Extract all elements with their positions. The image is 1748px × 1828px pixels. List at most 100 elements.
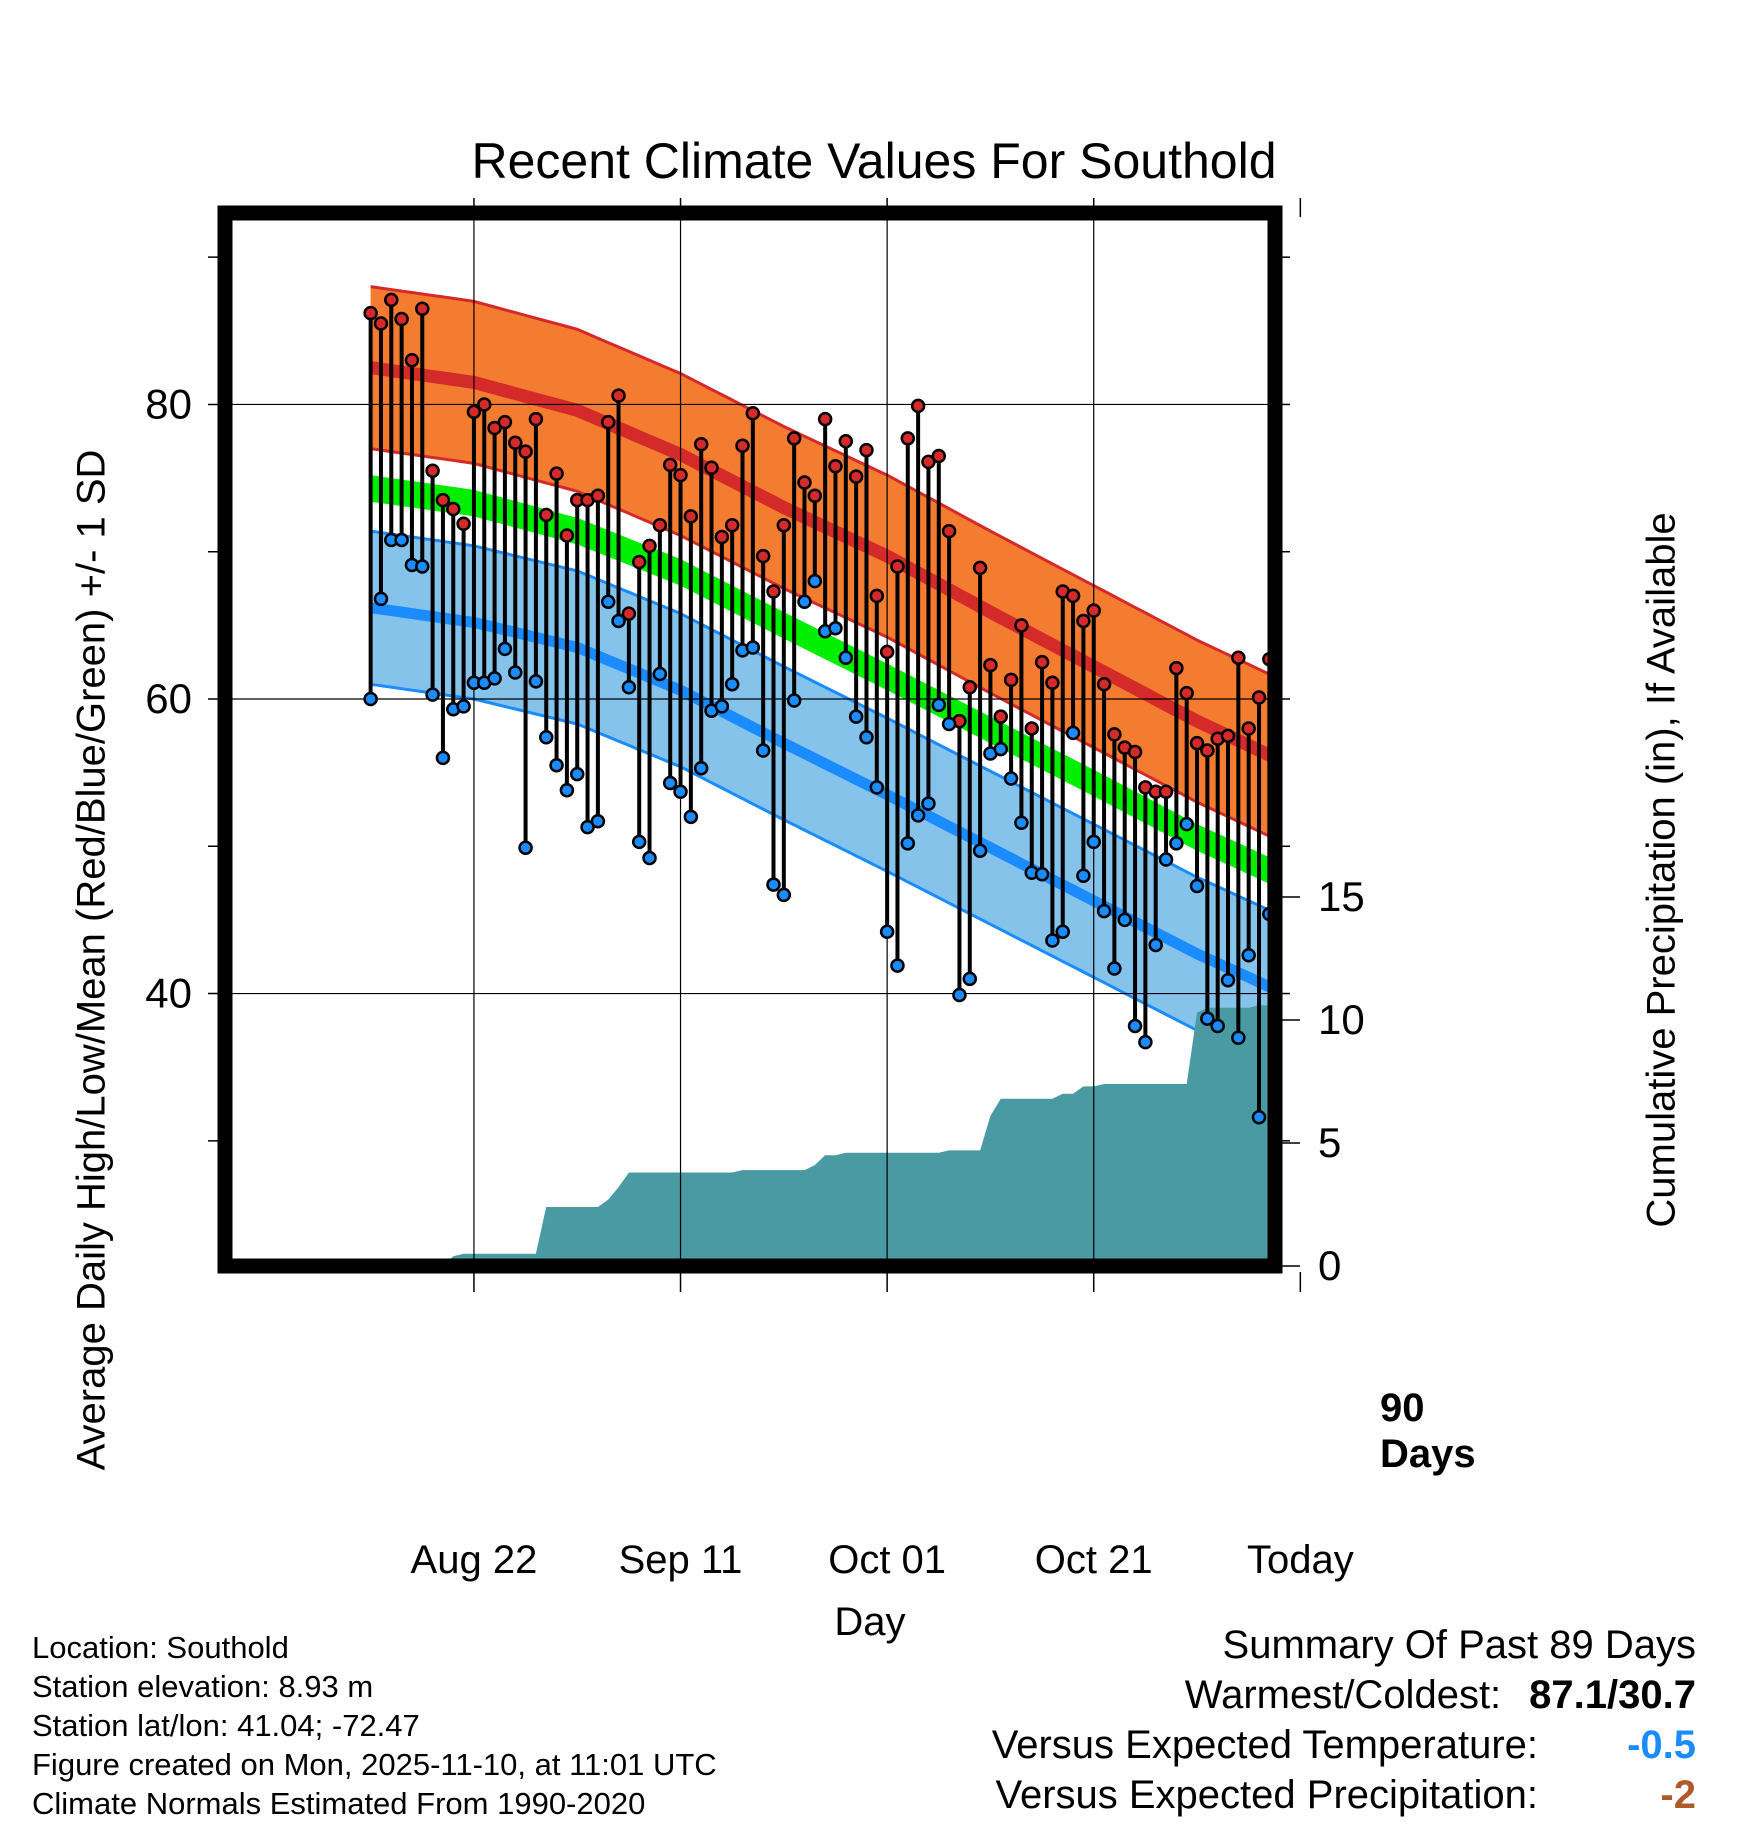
daily-low-point — [508, 665, 523, 680]
daily-low-point — [662, 775, 678, 791]
daily-high-point — [415, 301, 430, 316]
daily-high-point — [611, 388, 626, 403]
daily-high-point — [1231, 650, 1246, 666]
summary-warm-cold: Warmest/Coldest: 87.1/30.7 — [992, 1670, 1696, 1720]
daily-low-point — [1117, 912, 1132, 928]
daily-low-point — [910, 808, 926, 823]
y2-tick-label: 5 — [1318, 1119, 1341, 1166]
daily-low-point — [1107, 961, 1122, 976]
daily-low-point — [580, 819, 595, 835]
daily-high-point — [487, 420, 502, 436]
daily-low-point — [642, 850, 657, 866]
daily-low-point — [1231, 1030, 1246, 1045]
meta-latlon: Station lat/lon: 41.04; -72.47 — [32, 1708, 420, 1743]
daily-low-point — [1014, 815, 1029, 830]
daily-high-point — [941, 523, 957, 539]
summary-temp: Versus Expected Temperature: -0.5 — [992, 1720, 1696, 1770]
daily-high-point — [869, 588, 885, 604]
temp-label: Versus Expected Temperature: — [991, 1723, 1538, 1767]
daily-high-point — [910, 398, 926, 414]
warm-cold-label: Warmest/Coldest: — [1184, 1673, 1502, 1717]
daily-low-point — [879, 924, 895, 939]
daily-low-point — [952, 987, 967, 1003]
plot-area — [225, 215, 1275, 1266]
daily-high-point — [394, 311, 409, 327]
daily-high-point — [1024, 721, 1039, 736]
daily-high-point — [384, 292, 399, 308]
daily-high-point — [1158, 784, 1174, 800]
summary-panel: Summary Of Past 89 Days Warmest/Coldest:… — [992, 1620, 1696, 1820]
daily-high-point — [1169, 660, 1184, 676]
x-tick-label: Oct 01 — [828, 1538, 946, 1582]
daily-low-point — [962, 971, 978, 987]
daily-high-point — [900, 431, 916, 446]
daily-low-point — [972, 843, 988, 858]
daily-high-point — [1045, 675, 1060, 691]
daily-low-point — [1169, 836, 1184, 851]
daily-high-point — [466, 404, 482, 420]
daily-low-point — [497, 641, 513, 657]
daily-high-point — [456, 516, 471, 531]
daily-high-point — [766, 584, 781, 599]
daily-low-point — [652, 666, 668, 682]
daily-low-point — [807, 573, 823, 589]
daily-high-point — [714, 529, 730, 545]
daily-low-point — [1127, 1018, 1143, 1034]
daily-high-point — [993, 709, 1009, 724]
daily-high-point — [724, 517, 740, 533]
daily-low-point — [776, 887, 792, 903]
daily-low-point — [1003, 771, 1019, 786]
daily-high-point — [838, 434, 854, 449]
daily-high-point — [1034, 654, 1050, 670]
daily-high-point — [549, 466, 564, 481]
meta-created: Figure created on Mon, 2025-11-10, at 11… — [32, 1747, 717, 1782]
daily-high-point — [1220, 728, 1236, 744]
daily-high-point — [1189, 735, 1205, 751]
daily-low-point — [1251, 1110, 1267, 1125]
daily-high-point — [931, 448, 947, 464]
daily-high-point — [662, 457, 678, 473]
daily-high-point — [363, 305, 378, 321]
daily-low-point — [518, 840, 533, 855]
daily-high-point — [497, 414, 513, 430]
y-axis-label-right: Cumulative Precipitation (in), If Availa… — [1639, 512, 1684, 1228]
y2-tick-label: 0 — [1318, 1242, 1341, 1289]
precip-area — [442, 1005, 1275, 1266]
daily-high-point — [1096, 677, 1112, 692]
daily-low-point — [828, 621, 843, 636]
daily-low-point — [848, 709, 864, 724]
x-tick-label: Today — [1247, 1538, 1354, 1582]
daily-high-point — [972, 560, 988, 576]
daily-low-point — [487, 671, 502, 686]
daily-high-point — [425, 463, 440, 478]
daily-high-point — [631, 554, 647, 570]
daily-low-point — [1210, 1018, 1225, 1034]
daily-low-point — [1138, 1034, 1153, 1050]
daily-high-point — [590, 488, 606, 504]
summary-heading-text: Summary Of Past 89 Days — [1222, 1623, 1696, 1667]
daily-low-point — [1220, 973, 1236, 988]
daily-low-point — [363, 691, 378, 707]
daily-low-point — [415, 559, 430, 574]
daily-high-point — [1200, 743, 1215, 758]
meta-location: Location: Southold — [32, 1630, 289, 1665]
daily-high-point — [1014, 618, 1029, 633]
x-tick-label: Sep 11 — [619, 1538, 743, 1582]
daily-low-point — [425, 687, 440, 702]
y-tick-label: 60 — [145, 675, 192, 722]
daily-low-point — [1241, 948, 1256, 963]
daily-low-point — [724, 677, 740, 692]
daily-high-point — [817, 411, 833, 427]
daily-high-point — [435, 492, 451, 508]
daily-low-point — [611, 613, 626, 629]
daily-low-point — [1086, 834, 1101, 850]
summary-heading: Summary Of Past 89 Days — [992, 1620, 1696, 1670]
y2-tick-label: 10 — [1318, 996, 1365, 1043]
daily-high-point — [652, 517, 668, 533]
daily-low-point — [786, 693, 802, 708]
daily-high-point — [1065, 588, 1081, 604]
daily-high-point — [1076, 613, 1091, 629]
daily-low-point — [1076, 868, 1091, 883]
summary-precip: Versus Expected Precipitation: -2 — [992, 1770, 1696, 1820]
daily-low-point — [993, 741, 1009, 757]
